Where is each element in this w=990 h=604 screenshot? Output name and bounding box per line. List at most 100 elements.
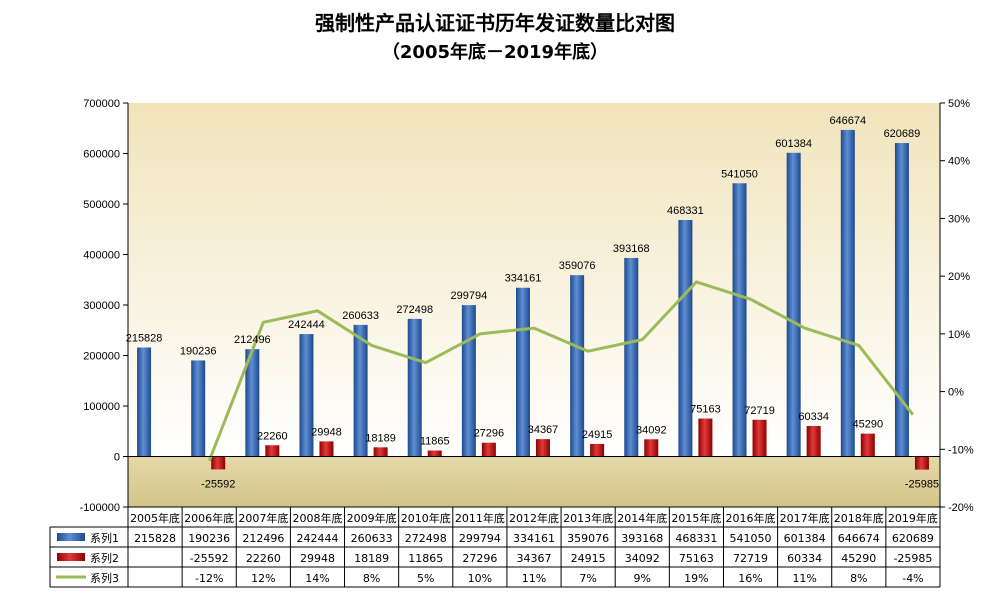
table-cell: 620689	[892, 532, 934, 545]
right-tick-label: 50%	[948, 98, 970, 110]
table-cell: 334161	[513, 532, 555, 545]
line-series	[207, 280, 915, 462]
data-label-series1: 299794	[451, 290, 488, 302]
category-label: 2006年底	[184, 511, 234, 525]
right-tick-label: 40%	[948, 156, 970, 168]
table-cell: 468331	[675, 532, 717, 545]
bar-series1	[786, 152, 801, 457]
category-label: 2007年底	[238, 511, 288, 525]
data-label-series2: 75163	[690, 404, 721, 416]
chart-title: 强制性产品认证证书历年发证数量比对图	[315, 11, 675, 35]
table-cell: 646674	[838, 532, 880, 545]
left-tick-label: 0	[114, 452, 120, 464]
table-cell: 7%	[579, 572, 596, 585]
table-cell: 11%	[792, 572, 816, 585]
table-cell: 29948	[300, 552, 335, 565]
legend-label: 系列3	[90, 571, 119, 585]
bar-series1	[570, 275, 585, 457]
table-cell: 27296	[462, 552, 497, 565]
line-series3	[207, 280, 915, 462]
category-label: 2010年底	[401, 511, 451, 525]
table-cell: 11865	[408, 552, 443, 565]
right-tick-label: 0%	[948, 387, 964, 399]
bar-series2	[644, 439, 659, 457]
category-label: 2018年底	[834, 511, 884, 525]
data-label-series2: -25592	[201, 478, 235, 490]
plot-negative-band	[128, 456, 940, 507]
table-cell: 541050	[730, 532, 772, 545]
table-cell: -4%	[902, 572, 923, 585]
bar-series2	[536, 439, 550, 457]
bar-series1	[840, 129, 855, 457]
data-label-series1: 190236	[180, 345, 217, 357]
left-tick-label: 100000	[83, 401, 120, 413]
data-label-series1: 393168	[613, 243, 650, 255]
legend-label: 系列2	[90, 551, 119, 565]
data-label-series2: -25985	[905, 479, 939, 491]
plot-background	[128, 103, 940, 457]
category-label: 2014年底	[617, 511, 667, 525]
data-table: 2005年底 2006年底 2007年底 2008年底 2009年底 2010年底 2011…	[49, 506, 941, 588]
table-cell: 34367	[517, 552, 552, 565]
category-label: 2019年底	[888, 511, 938, 525]
table-cell: 75163	[679, 552, 714, 565]
table-cell: 10%	[468, 572, 492, 585]
bar-series1	[894, 143, 909, 457]
data-label-series2: 18189	[365, 432, 396, 444]
table-cell: 601384	[784, 532, 826, 545]
table-cell: 212496	[242, 532, 284, 545]
category-label: 2015年底	[671, 511, 721, 525]
table-cell: 8%	[363, 572, 380, 585]
data-label-series2: 72719	[744, 405, 775, 417]
data-label-series1: 541050	[721, 168, 758, 180]
bar-series1	[407, 318, 422, 457]
bar-series2	[914, 456, 929, 470]
bar-series2	[211, 456, 226, 470]
data-label-series1: 215828	[126, 333, 163, 345]
data-label-series1: 260633	[342, 310, 379, 322]
right-tick-label: -20%	[948, 502, 974, 514]
bar-series2	[590, 443, 605, 457]
category-label: 2005年底	[130, 511, 180, 525]
data-label-series2: 34367	[528, 424, 559, 436]
bar-series2	[481, 442, 496, 457]
axes: -100000 0 100000 200000 300000 400000 500000 60…	[80, 98, 974, 514]
table-cell: 11%	[522, 572, 546, 585]
table-cell: 45290	[841, 552, 876, 565]
left-tick-label: 200000	[83, 351, 120, 363]
data-label-series2: 45290	[853, 419, 884, 431]
legend-key-系列1	[57, 533, 85, 541]
category-label: 2008年底	[292, 511, 342, 525]
table-cell: 190236	[188, 532, 230, 545]
data-label-series2: 29948	[311, 426, 342, 438]
table-cell: 34092	[625, 552, 660, 565]
category-label: 2009年底	[347, 511, 397, 525]
table-cell: 72719	[733, 552, 768, 565]
data-label-series1: 468331	[667, 205, 704, 217]
table-cell: 272498	[405, 532, 447, 545]
data-label-series2: 24915	[582, 429, 613, 441]
table-cell: 18189	[354, 552, 389, 565]
category-label: 2011年底	[455, 511, 505, 525]
table-cell: 60334	[787, 552, 822, 565]
right-tick-label: -10%	[948, 444, 974, 456]
table-cell: 9%	[634, 572, 651, 585]
bar-series1	[624, 257, 639, 457]
table-cell: -12%	[195, 572, 223, 585]
data-label-series1: 212496	[234, 334, 271, 346]
legend-label: 系列1	[90, 531, 119, 545]
table-cell: 215828	[134, 532, 176, 545]
data-label-series2: 27296	[474, 428, 505, 440]
category-label: 2012年底	[509, 511, 559, 525]
table-cell: 393168	[621, 532, 663, 545]
table-cell: -25985	[893, 552, 932, 565]
left-tick-label: 300000	[83, 300, 120, 312]
bar-series1	[191, 360, 206, 457]
bar-series2	[319, 441, 334, 457]
data-label-series2: 34092	[636, 424, 667, 436]
table-cell: 24915	[571, 552, 606, 565]
data-label-series2: 11865	[420, 436, 450, 448]
bar-series1	[137, 347, 152, 457]
table-cell: 19%	[684, 572, 708, 585]
